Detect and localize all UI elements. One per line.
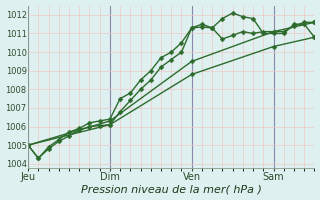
X-axis label: Pression niveau de la mer( hPa ): Pression niveau de la mer( hPa )	[81, 184, 262, 194]
